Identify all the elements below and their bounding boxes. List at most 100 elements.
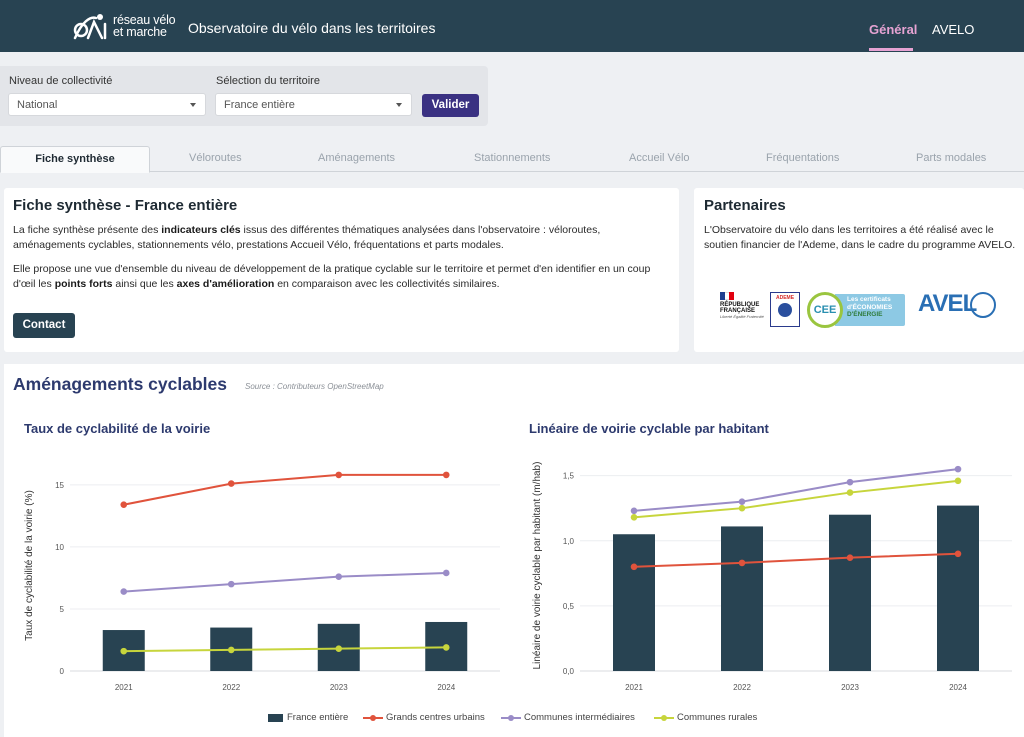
- avelo-logo: AVEL: [918, 290, 977, 317]
- y-tick-label: 0,5: [563, 602, 575, 611]
- tab-stationnements[interactable]: Stationnements: [474, 152, 551, 164]
- tab-parts-modales[interactable]: Parts modales: [916, 152, 987, 164]
- summary-title: Fiche synthèse - France entière: [13, 197, 238, 214]
- app-title: Observatoire du vélo dans les territoire…: [188, 20, 436, 36]
- legend-swatch: [363, 714, 383, 721]
- data-point: [335, 471, 343, 479]
- nav-avelo[interactable]: AVELO: [932, 22, 975, 37]
- top-bar: réseau vélo et marche Observatoire du vé…: [0, 0, 1024, 52]
- data-point: [954, 550, 962, 558]
- y-axis-label: Taux de cyclabilité de la voirie (%): [24, 490, 35, 641]
- data-point: [442, 569, 450, 577]
- cyclist-logo-icon: [73, 14, 107, 40]
- data-point: [227, 580, 235, 588]
- x-tick-label: 2023: [330, 683, 348, 692]
- legend-item-france[interactable]: France entière: [268, 712, 348, 723]
- data-point: [335, 573, 343, 580]
- summary-paragraph-1: La fiche synthèse présente des indicateu…: [13, 224, 601, 251]
- tab-veloroutes[interactable]: Véloroutes: [189, 152, 242, 164]
- contact-button[interactable]: Contact: [13, 313, 75, 338]
- ademe-logo: ADEME: [770, 292, 800, 327]
- data-point: [442, 644, 450, 651]
- x-tick-label: 2021: [115, 683, 133, 692]
- territory-select[interactable]: France entière: [215, 93, 412, 116]
- chart1-title: Taux de cyclabilité de la voirie: [24, 421, 211, 436]
- bike-wheel-icon: [970, 292, 996, 318]
- chevron-down-icon: [396, 103, 402, 107]
- y-tick-label: 1,5: [563, 472, 575, 481]
- tab-fiche-synthese[interactable]: Fiche synthèse: [0, 146, 150, 173]
- y-tick-label: 1,0: [563, 537, 575, 546]
- bar: [613, 534, 655, 671]
- tab-amenagements[interactable]: Aménagements: [318, 152, 396, 164]
- y-tick-label: 0: [60, 667, 65, 676]
- chart-cyclabilite: 0 5 10 15 2021 2022 2023 2024 Taux de cyclabilit…: [24, 471, 500, 692]
- partners-title: Partenaires: [704, 197, 786, 214]
- x-tick-label: 2021: [625, 683, 643, 692]
- bar: [937, 505, 979, 671]
- bar: [829, 514, 871, 671]
- legend-item-rurales[interactable]: Communes rurales: [654, 712, 757, 723]
- legend-item-intermediaires[interactable]: Communes intermédiaires: [501, 712, 635, 723]
- chart-lineaire: 0,0 0,5 1,0 1,5 2021 2022 2023 2024 Linéaire de …: [532, 462, 1012, 692]
- rvm-logo[interactable]: réseau vélo et marche: [72, 12, 176, 40]
- republique-francaise-logo: RÉPUBLIQUE FRANÇAISE Liberté Égalité Fra…: [720, 292, 766, 319]
- tab-frequentations[interactable]: Fréquentations: [766, 152, 840, 164]
- series-line: [123, 571, 447, 593]
- data-point: [846, 489, 854, 496]
- x-tick-label: 2024: [437, 683, 455, 692]
- territory-select-value: France entière: [224, 99, 295, 111]
- level-select[interactable]: National: [8, 93, 206, 116]
- tab-bar: Véloroutes Aménagements Stationnements A…: [0, 146, 1024, 172]
- chevron-down-icon: [190, 103, 196, 107]
- data-point: [738, 559, 746, 567]
- bar: [721, 526, 763, 671]
- data-point: [846, 478, 854, 486]
- data-point: [954, 465, 962, 473]
- data-point: [227, 646, 235, 654]
- tab-accueil-velo[interactable]: Accueil Vélo: [629, 152, 690, 164]
- data-point: [120, 588, 128, 595]
- chart2-title: Linéaire de voirie cyclable par habitant: [529, 421, 769, 436]
- legend-item-urbains[interactable]: Grands centres urbains: [363, 712, 485, 723]
- series-line: [633, 479, 959, 519]
- x-tick-label: 2024: [949, 683, 967, 692]
- summary-card: [4, 188, 679, 352]
- series-line: [633, 468, 959, 512]
- series-line: [633, 552, 959, 568]
- summary-paragraph-2: Elle propose une vue d'ensemble du nivea…: [13, 263, 651, 290]
- data-point: [630, 514, 638, 521]
- section-source: Source : Contributeurs OpenStreetMap: [245, 382, 384, 391]
- section-title: Aménagements cyclables: [13, 374, 227, 394]
- cee-logo: Les certificats d'ÉCONOMIES D'ÉNERGIE CEE: [807, 292, 905, 328]
- x-tick-label: 2022: [222, 683, 240, 692]
- nav-general[interactable]: Général: [869, 22, 918, 37]
- data-point: [120, 647, 128, 655]
- y-tick-label: 10: [55, 543, 64, 552]
- data-point: [442, 471, 450, 479]
- x-tick-label: 2023: [841, 683, 859, 692]
- logo-line2: et marche: [113, 25, 167, 39]
- level-select-value: National: [17, 99, 58, 111]
- y-tick-label: 0,0: [563, 667, 575, 676]
- data-point: [738, 504, 746, 512]
- data-point: [954, 477, 962, 485]
- y-tick-label: 5: [60, 605, 65, 614]
- series-line: [123, 473, 447, 506]
- partners-text: L'Observatoire du vélo dans les territoi…: [704, 224, 1016, 251]
- territory-label: Sélection du territoire: [216, 75, 320, 87]
- nav-active-indicator: [869, 48, 913, 51]
- legend-swatch: [501, 714, 521, 721]
- data-point: [846, 554, 854, 561]
- ademe-emblem-icon: [778, 303, 792, 317]
- data-point: [630, 507, 638, 515]
- data-point: [335, 645, 343, 652]
- y-tick-label: 15: [55, 481, 64, 490]
- data-point: [630, 563, 638, 571]
- logo-text: réseau vélo et marche: [113, 14, 176, 39]
- legend-swatch: [654, 714, 674, 721]
- valider-button[interactable]: Valider: [422, 94, 479, 117]
- data-point: [120, 501, 128, 508]
- series-line: [123, 646, 447, 653]
- legend-swatch: [268, 713, 283, 722]
